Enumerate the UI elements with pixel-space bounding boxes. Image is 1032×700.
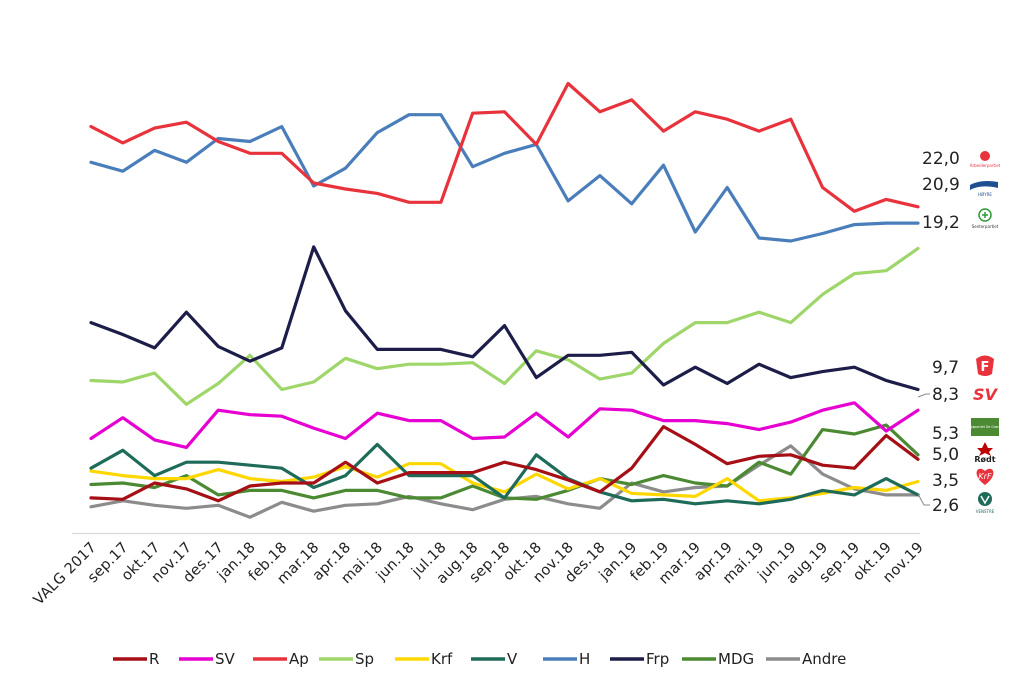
senterpartiet-logo: Senterpartiet [972, 208, 999, 229]
legend-item-h: H [543, 650, 590, 668]
legend-label: Ap [289, 650, 309, 668]
legend-label: Andre [802, 650, 846, 668]
end-label-mdg: 5,3 [932, 424, 959, 444]
hoyre-logo: HØYRE [970, 181, 998, 197]
end-label-h: 20,9 [922, 175, 960, 195]
end-label-ap: 22,0 [922, 149, 960, 169]
legend-label: R [149, 650, 159, 668]
svg-text:Rødt: Rødt [974, 455, 995, 464]
series-line-v [89, 442, 920, 506]
mdg-logo: Miljøpartiet De Grønne [967, 418, 1003, 436]
rodt-logo: Rødt [974, 442, 996, 464]
legend-item-krf: Krf [395, 650, 453, 668]
legend-label: V [507, 650, 518, 668]
legend-item-frp: Frp [610, 650, 669, 668]
legend-item-mdg: MDG [682, 650, 754, 668]
legend-item-sp: Sp [319, 650, 374, 668]
legend-label: Sp [355, 650, 374, 668]
svg-text:Senterpartiet: Senterpartiet [972, 224, 999, 229]
svg-text:F: F [981, 360, 990, 375]
legend-item-sv: SV [179, 650, 236, 668]
svg-text:Arbeiderpartiet: Arbeiderpartiet [970, 163, 1001, 168]
arbeiderpartiet-logo: Arbeiderpartiet [970, 151, 1001, 168]
svg-text:KrF: KrF [978, 472, 992, 481]
legend-item-ap: Ap [253, 650, 309, 668]
end-label-v: 2,6 [932, 496, 959, 516]
series-line-krf [89, 462, 920, 503]
series-line-sv [89, 401, 920, 449]
v-leader-line [917, 493, 930, 506]
legend-item-andre: Andre [766, 650, 846, 668]
series-line-h [89, 113, 920, 243]
series-line-sp [89, 246, 920, 406]
legend-label: SV [215, 650, 236, 668]
series-line-ap [89, 81, 920, 213]
series-line-r [89, 425, 920, 503]
end-label-sp: 19,2 [922, 213, 960, 233]
end-label-frp: 9,7 [932, 358, 959, 378]
end-label-r: 5,0 [932, 445, 959, 465]
end-label-sv: 8,3 [932, 385, 959, 405]
legend-label: Frp [646, 650, 669, 668]
legend-item-r: R [113, 650, 159, 668]
sv-logo: SV [973, 385, 999, 404]
svg-text:SV: SV [973, 385, 999, 404]
legend-label: MDG [718, 650, 754, 668]
legend-item-v: V [471, 650, 518, 668]
series-line-frp [89, 245, 920, 392]
end-label-krf: 3,5 [932, 471, 959, 491]
legend-label: Krf [431, 650, 453, 668]
svg-text:HØYRE: HØYRE [978, 192, 992, 197]
svg-text:VENSTRE: VENSTRE [976, 509, 995, 514]
frp-logo: F [976, 355, 994, 376]
venstre-logo: VENSTRE [976, 492, 995, 514]
svg-text:Miljøpartiet De Grønne: Miljøpartiet De Grønne [967, 425, 1003, 429]
krf-logo: KrF [976, 468, 994, 485]
legend-label: H [579, 650, 590, 668]
sv-leader-line [917, 393, 930, 398]
